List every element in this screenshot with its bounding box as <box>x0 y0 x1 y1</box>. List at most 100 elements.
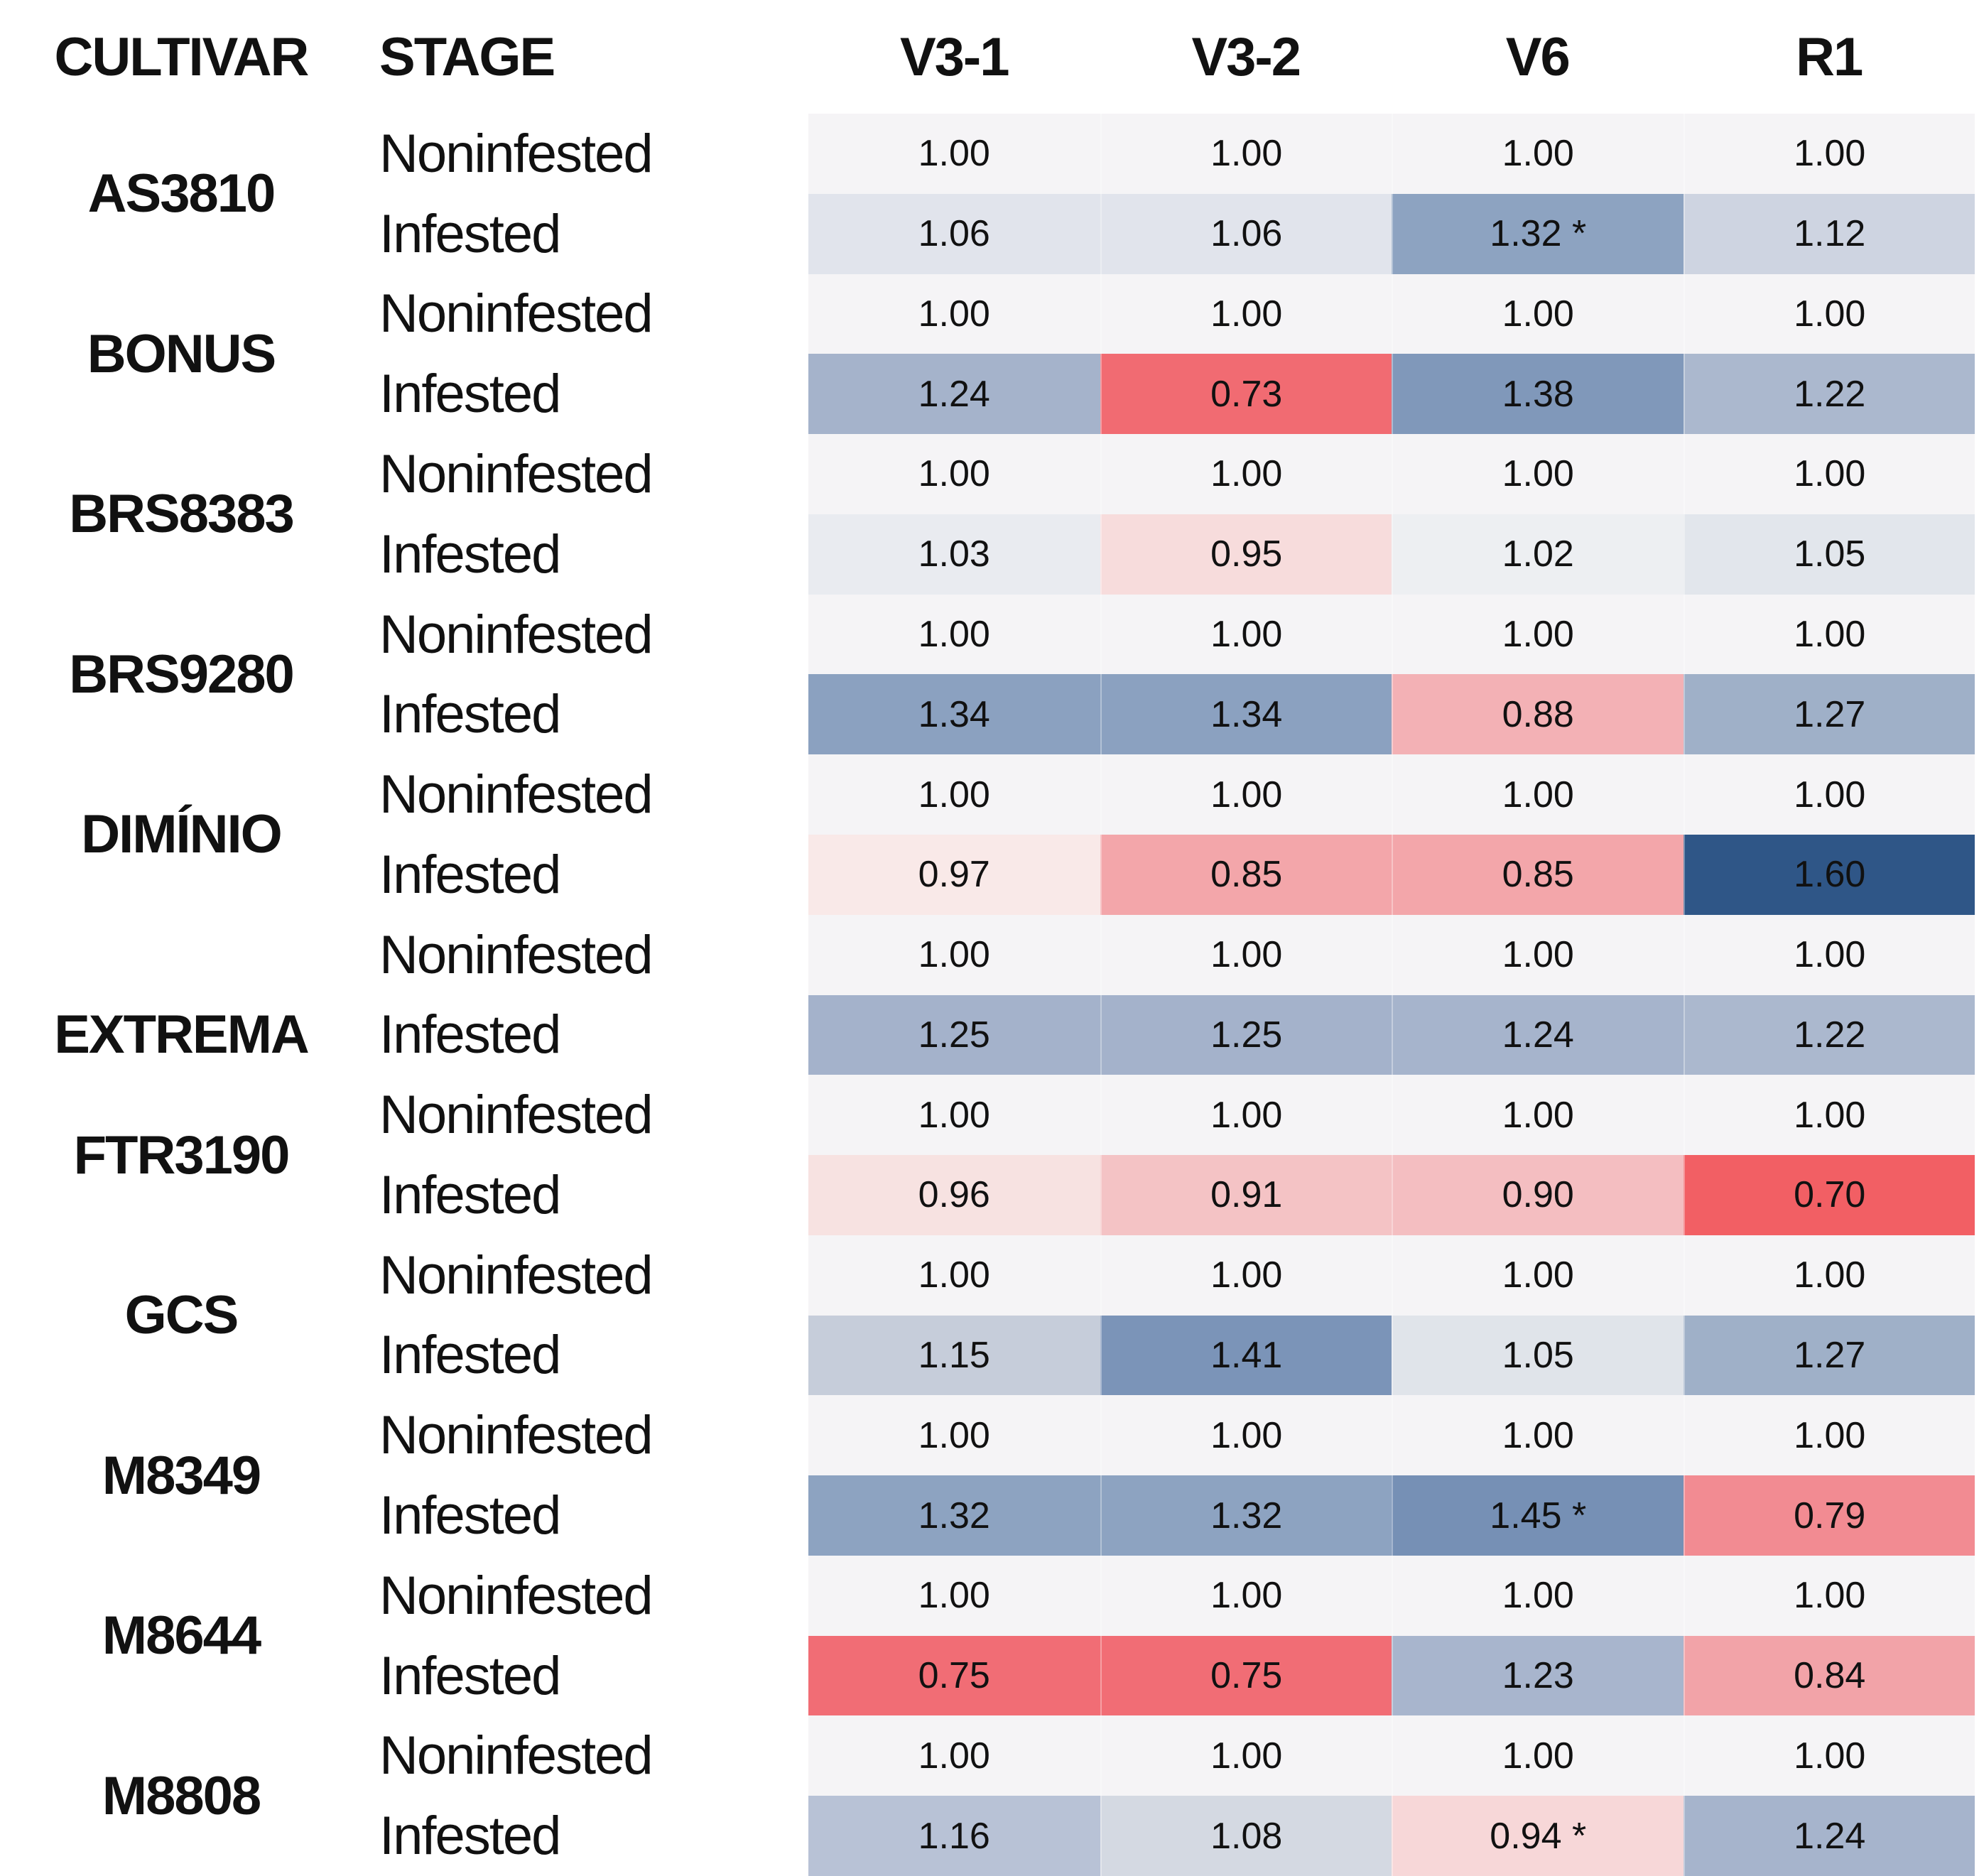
heatmap-cell: 1.00 <box>1100 1555 1392 1636</box>
column-header-v6: V6 <box>1505 26 1571 87</box>
cultivar-label: EXTREMA <box>54 1004 310 1065</box>
heatmap-cell: 1.06 <box>1100 193 1392 274</box>
heatmap-cell: 1.22 <box>1683 354 1975 435</box>
heatmap-cell: 0.97 <box>808 834 1100 915</box>
heatmap-cell: 1.32 * <box>1392 193 1683 274</box>
heatmap-cell: 1.45 * <box>1392 1475 1683 1556</box>
heatmap-cell: 1.32 <box>808 1475 1100 1556</box>
cultivar-label: M8349 <box>102 1445 261 1506</box>
heatmap-cell: 1.00 <box>1683 434 1975 514</box>
heatmap-cell: 1.25 <box>808 994 1100 1075</box>
stage-label: Infested <box>379 524 561 585</box>
heatmap-cell: 1.00 <box>1683 754 1975 835</box>
heatmap-cell: 1.00 <box>1100 273 1392 354</box>
heatmap-cell: 1.00 <box>808 114 1100 194</box>
heatmap-cell: 1.00 <box>1392 1555 1683 1636</box>
stage-label: Noninfested <box>379 1245 654 1306</box>
heatmap-cell: 1.00 <box>1683 114 1975 194</box>
cultivar-label: M8644 <box>102 1605 261 1666</box>
heatmap-cell: 1.00 <box>1100 1715 1392 1796</box>
heatmap-cell: 1.05 <box>1683 514 1975 595</box>
column-header-v3-1: V3-1 <box>899 26 1010 87</box>
heatmap-cell: 1.27 <box>1683 1315 1975 1396</box>
stage-label: Noninfested <box>379 924 654 985</box>
heatmap-cell: 1.00 <box>808 914 1100 995</box>
heatmap-cell: 0.91 <box>1100 1155 1392 1235</box>
heatmap-cell: 1.00 <box>1100 754 1392 835</box>
heatmap-cell: 0.84 <box>1683 1635 1975 1716</box>
heatmap-cell: 1.27 <box>1683 674 1975 755</box>
stage-label: Noninfested <box>379 443 654 504</box>
heatmap-cell: 0.70 <box>1683 1155 1975 1235</box>
heatmap-cell: 1.00 <box>808 1555 1100 1636</box>
heatmap-cell: 1.00 <box>1100 434 1392 514</box>
heatmap-cell: 0.90 <box>1392 1155 1683 1235</box>
heatmap-cell: 1.00 <box>1392 114 1683 194</box>
stage-label: Infested <box>379 844 561 905</box>
heatmap-cell: 1.08 <box>1100 1796 1392 1876</box>
heatmap-cell: 1.00 <box>1392 594 1683 675</box>
heatmap-cell: 1.12 <box>1683 193 1975 274</box>
column-header-r1: R1 <box>1796 26 1863 87</box>
cultivar-label: DIMÍNIO <box>81 804 283 865</box>
column-header-stage: STAGE <box>379 26 555 87</box>
cultivar-label: BONUS <box>87 323 276 384</box>
heatmap-cell: 1.16 <box>808 1796 1100 1876</box>
heatmap-cell: 1.00 <box>808 434 1100 514</box>
cultivar-label: AS3810 <box>87 163 276 224</box>
heatmap-cell: 1.00 <box>1100 1395 1392 1476</box>
heatmap-cell: 1.32 <box>1100 1475 1392 1556</box>
heatmap-cell: 0.85 <box>1100 834 1392 915</box>
stage-label: Infested <box>379 684 561 745</box>
heatmap-cell: 1.00 <box>808 754 1100 835</box>
heatmap-cell: 1.34 <box>808 674 1100 755</box>
heatmap-cell: 1.00 <box>1392 1075 1683 1156</box>
heatmap-cell: 1.34 <box>1100 674 1392 755</box>
heatmap-cell: 1.00 <box>1683 1715 1975 1796</box>
heatmap-cell: 0.94 * <box>1392 1796 1683 1876</box>
heatmap-cell: 1.24 <box>1392 994 1683 1075</box>
heatmap-cell: 1.03 <box>808 514 1100 595</box>
heatmap-cell: 1.38 <box>1392 354 1683 435</box>
stage-label: Noninfested <box>379 123 654 184</box>
stage-label: Noninfested <box>379 283 654 345</box>
heatmap-cell: 1.00 <box>808 594 1100 675</box>
stage-label: Noninfested <box>379 1405 654 1466</box>
heatmap-cell: 0.73 <box>1100 354 1392 435</box>
heatmap-cell: 1.00 <box>1100 114 1392 194</box>
heatmap-cell: 1.60 <box>1683 834 1975 915</box>
heatmap-cell: 1.00 <box>1683 273 1975 354</box>
heatmap-cell: 0.79 <box>1683 1475 1975 1556</box>
heatmap-cell: 1.02 <box>1392 514 1683 595</box>
heatmap-cell: 1.22 <box>1683 994 1975 1075</box>
heatmap-cell: 1.00 <box>1100 594 1392 675</box>
heatmap-cell: 1.00 <box>1392 1715 1683 1796</box>
stage-label: Infested <box>379 203 561 264</box>
stage-label: Noninfested <box>379 764 654 825</box>
heatmap-cell: 0.95 <box>1100 514 1392 595</box>
cultivar-label: BRS9280 <box>69 644 295 705</box>
heatmap-cell: 1.00 <box>1683 1235 1975 1316</box>
stage-label: Noninfested <box>379 604 654 665</box>
stage-label: Infested <box>379 1806 561 1867</box>
heatmap-cell: 1.00 <box>1100 914 1392 995</box>
heatmap-cell: 0.85 <box>1392 834 1683 915</box>
heatmap-cell: 1.00 <box>808 1715 1100 1796</box>
heatmap-cell: 1.00 <box>1683 1075 1975 1156</box>
heatmap-cell: 1.00 <box>1392 1395 1683 1476</box>
stage-label: Noninfested <box>379 1725 654 1786</box>
stage-label: Noninfested <box>379 1565 654 1626</box>
stage-label: Noninfested <box>379 1085 654 1146</box>
heatmap-cell: 1.00 <box>808 1395 1100 1476</box>
heatmap-cell: 0.75 <box>808 1635 1100 1716</box>
heatmap-cell: 1.23 <box>1392 1635 1683 1716</box>
heatmap-cell: 1.00 <box>808 1235 1100 1316</box>
heatmap-cell: 1.00 <box>1683 914 1975 995</box>
heatmap-cell: 1.05 <box>1392 1315 1683 1396</box>
heatmap-cell: 1.24 <box>808 354 1100 435</box>
heatmap-cell: 1.00 <box>1683 1395 1975 1476</box>
stage-label: Infested <box>379 1485 561 1546</box>
heatmap-cell: 0.88 <box>1392 674 1683 755</box>
